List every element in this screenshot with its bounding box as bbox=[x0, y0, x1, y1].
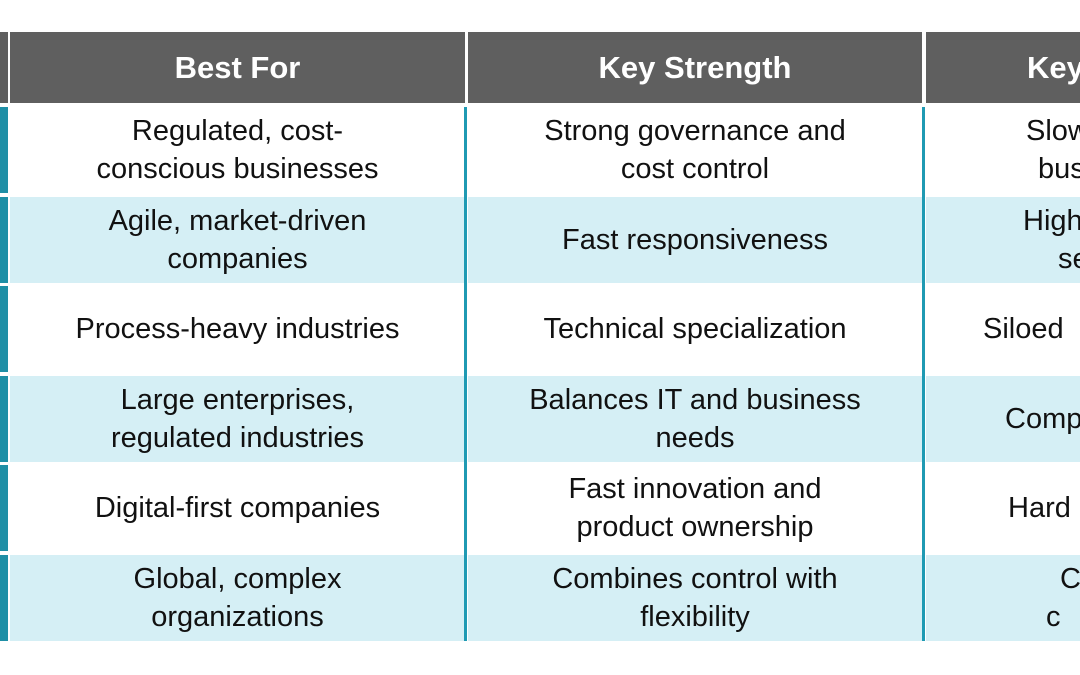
cell: Slow bus bbox=[926, 107, 1080, 193]
cell-text: product ownership bbox=[576, 511, 814, 544]
cell-text: needs bbox=[655, 421, 735, 454]
cell-text: High bbox=[1023, 204, 1080, 237]
cell: Fast innovation and product ownership bbox=[468, 465, 922, 552]
header-strip bbox=[0, 32, 8, 103]
cell-text: Hard bbox=[1008, 492, 1071, 525]
cell-text: Technical specialization bbox=[543, 313, 847, 346]
cell: Agile, market-driven companies bbox=[10, 196, 465, 283]
cell-text: Fast responsiveness bbox=[562, 223, 828, 256]
cell-text: c bbox=[1046, 601, 1061, 633]
cell-text: Strong governance and bbox=[544, 115, 846, 147]
cell-text: Digital-first companies bbox=[94, 492, 381, 525]
cell: Digital-first companies bbox=[10, 465, 465, 552]
row-strip bbox=[0, 555, 8, 641]
cell-text: conscious businesses bbox=[96, 153, 379, 185]
cell: Fast responsiveness bbox=[468, 196, 922, 283]
cell-text: Fast innovation and bbox=[568, 473, 822, 506]
cell: Regulated, cost-conscious businesses bbox=[10, 107, 465, 193]
cell: Technical specialization bbox=[468, 286, 922, 373]
cell: Process-heavy industries bbox=[10, 286, 465, 373]
cell-text: companies bbox=[167, 242, 308, 275]
cell-text: Global, complex bbox=[133, 563, 342, 595]
header-cell: Key bbox=[926, 32, 1080, 103]
cell: Siloed bbox=[926, 286, 1080, 373]
cell-text: Slow bbox=[1026, 115, 1080, 147]
cell-text: Agile, market-driven bbox=[108, 204, 367, 237]
cell-text: se bbox=[1058, 242, 1080, 275]
row-strip bbox=[0, 107, 8, 193]
row-strip bbox=[0, 196, 8, 283]
cell-text: Large enterprises, bbox=[120, 383, 355, 416]
cell-text: cost control bbox=[620, 153, 770, 185]
row-strip bbox=[0, 465, 8, 552]
cell-text: organizations bbox=[151, 601, 324, 633]
cell-text: Regulated, cost- bbox=[131, 115, 344, 147]
cell-text: Comp bbox=[1005, 402, 1080, 435]
row-strip bbox=[0, 375, 8, 462]
cell: Hard bbox=[926, 465, 1080, 552]
header-cell: Key Strength bbox=[468, 32, 922, 103]
cell-text: Process-heavy industries bbox=[75, 313, 400, 346]
cell: Global, complex organizations bbox=[10, 555, 465, 641]
cell: High se bbox=[926, 196, 1080, 283]
header-text: Key Strength bbox=[598, 49, 792, 85]
cell: Large enterprises, regulated industries bbox=[10, 375, 465, 462]
column-separator bbox=[922, 107, 925, 641]
row-strip bbox=[0, 286, 8, 373]
cell-text: C bbox=[1060, 563, 1080, 595]
cell-text: flexibility bbox=[640, 601, 750, 633]
cell: Combines control with flexibility bbox=[468, 555, 922, 641]
cell-text: Combines control with bbox=[552, 563, 838, 595]
cell: Strong governance and cost control bbox=[468, 107, 922, 193]
cell-text: regulated industries bbox=[110, 421, 365, 454]
cell-text: Siloed bbox=[983, 313, 1064, 346]
header-text: Key bbox=[1027, 49, 1080, 85]
cell-text: bus bbox=[1038, 153, 1080, 185]
cell: Comp bbox=[926, 375, 1080, 462]
header-cell: Best For bbox=[10, 32, 465, 103]
header-text: Best For bbox=[174, 49, 301, 85]
cell: Balances IT and business needs bbox=[468, 375, 922, 462]
cell-text: Balances IT and business bbox=[529, 383, 861, 416]
column-separator bbox=[464, 107, 467, 641]
